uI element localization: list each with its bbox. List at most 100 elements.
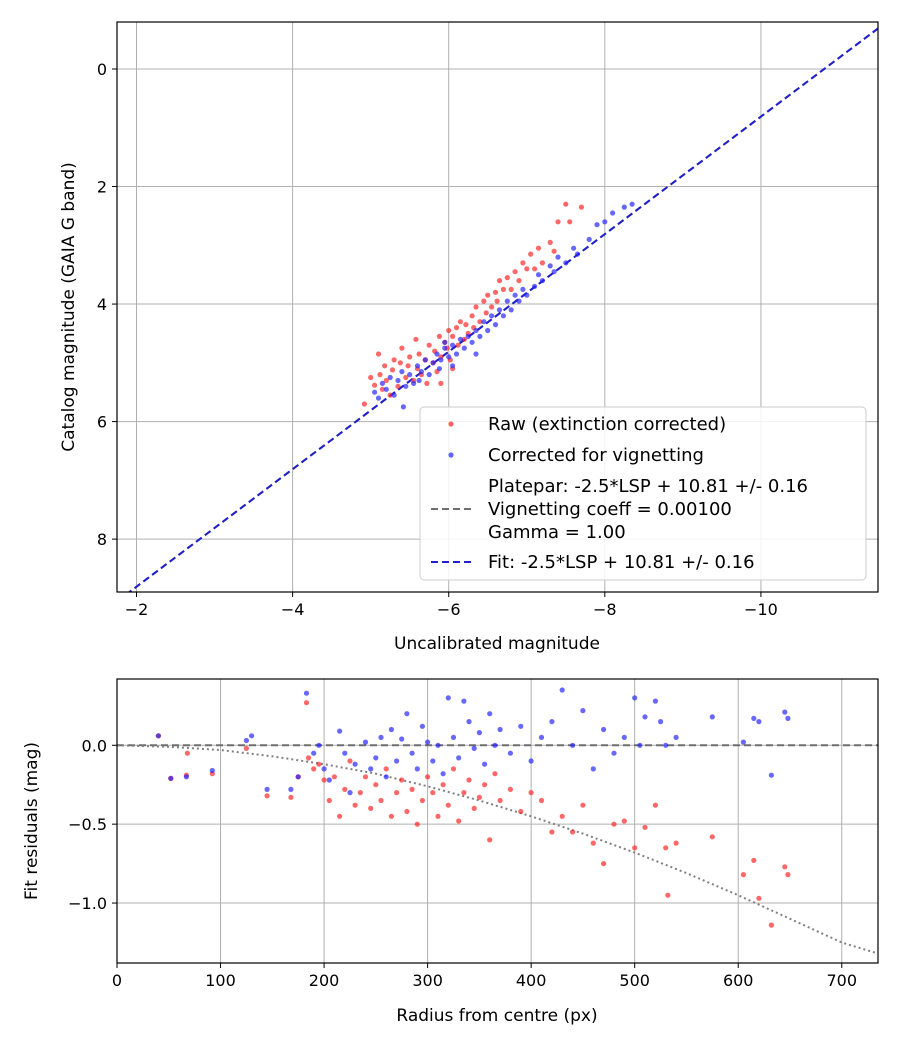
bottom-point-series-0 xyxy=(653,803,658,808)
bottom-point-series-0 xyxy=(378,798,383,803)
top-point-series-0 xyxy=(413,337,418,342)
top-point-series-0 xyxy=(552,249,557,254)
top-x-tick-label: −10 xyxy=(744,600,778,619)
top-point-series-0 xyxy=(368,375,373,380)
bottom-point-series-1 xyxy=(347,790,352,795)
bottom-point-series-0 xyxy=(472,806,477,811)
bottom-point-series-0 xyxy=(358,790,363,795)
bottom-point-series-0 xyxy=(394,790,399,795)
top-point-series-1 xyxy=(493,322,498,327)
top-point-series-0 xyxy=(377,372,382,377)
top-point-series-1 xyxy=(481,319,486,324)
top-point-series-0 xyxy=(516,278,521,283)
top-point-series-0 xyxy=(437,334,442,339)
top-point-series-1 xyxy=(513,293,518,298)
bottom-point-series-0 xyxy=(185,751,190,756)
bottom-point-series-0 xyxy=(622,818,627,823)
bottom-point-series-1 xyxy=(296,774,301,779)
top-point-series-1 xyxy=(594,222,599,227)
bottom-grid xyxy=(117,679,878,963)
top-point-series-1 xyxy=(524,293,529,298)
legend-label-platepar-line-2: Vignetting coeff = 0.00100 xyxy=(488,499,732,520)
bottom-point-series-1 xyxy=(210,768,215,773)
top-point-series-0 xyxy=(392,357,397,362)
top-x-tick-label: −2 xyxy=(125,600,149,619)
bottom-point-series-0 xyxy=(710,834,715,839)
bottom-point-series-1 xyxy=(342,751,347,756)
bottom-point-series-0 xyxy=(363,774,368,779)
bottom-point-series-0 xyxy=(373,782,378,787)
bottom-point-series-0 xyxy=(332,774,337,779)
top-point-series-0 xyxy=(495,299,500,304)
top-point-series-1 xyxy=(466,334,471,339)
top-point-series-0 xyxy=(395,384,400,389)
top-point-series-0 xyxy=(501,287,506,292)
bottom-point-series-0 xyxy=(456,818,461,823)
top-point-series-0 xyxy=(579,205,584,210)
top-point-series-1 xyxy=(485,328,490,333)
top-point-series-0 xyxy=(513,269,518,274)
bottom-reference-lines xyxy=(117,745,878,953)
top-point-series-0 xyxy=(362,401,367,406)
bottom-point-series-0 xyxy=(498,798,503,803)
bottom-point-series-0 xyxy=(337,814,342,819)
residuals-scatter-plot: 0 100 200 300 400 500 600 7000.0−0.5−1.0 Radius… xyxy=(22,679,878,1026)
top-point-series-1 xyxy=(520,287,525,292)
bottom-point-series-0 xyxy=(461,790,466,795)
bottom-x-tick-label: 600 xyxy=(723,971,754,990)
top-point-series-1 xyxy=(438,357,443,362)
bottom-point-series-1 xyxy=(785,716,790,721)
calibration-figure: −2 −4 −6 −8 −1002468 Uncalibrated magnitude … xyxy=(0,0,900,1050)
top-point-series-0 xyxy=(489,304,494,309)
bottom-point-series-1 xyxy=(529,758,534,763)
bottom-point-series-1 xyxy=(156,733,161,738)
bottom-point-series-0 xyxy=(508,787,513,792)
top-point-series-0 xyxy=(399,346,404,351)
bottom-point-series-0 xyxy=(663,845,668,850)
top-point-series-1 xyxy=(431,360,436,365)
bottom-point-series-1 xyxy=(327,777,332,782)
bottom-point-series-1 xyxy=(184,774,189,779)
bottom-point-series-1 xyxy=(472,746,477,751)
bottom-point-series-1 xyxy=(168,776,173,781)
top-point-series-1 xyxy=(575,252,580,257)
bottom-point-series-1 xyxy=(653,699,658,704)
bottom-point-series-0 xyxy=(477,795,482,800)
bottom-point-series-1 xyxy=(508,751,513,756)
top-point-series-1 xyxy=(462,346,467,351)
bottom-y-tick-label: −0.5 xyxy=(68,815,107,834)
top-point-series-0 xyxy=(536,246,541,251)
top-point-series-1 xyxy=(417,378,422,383)
bottom-point-series-1 xyxy=(446,695,451,700)
bottom-point-series-0 xyxy=(741,872,746,877)
bottom-data-points xyxy=(156,687,791,927)
top-point-series-0 xyxy=(458,319,463,324)
top-point-series-0 xyxy=(372,383,377,388)
bottom-point-series-0 xyxy=(632,845,637,850)
top-point-series-1 xyxy=(376,396,381,401)
bottom-point-series-0 xyxy=(549,829,554,834)
bottom-point-series-1 xyxy=(404,711,409,716)
top-point-series-0 xyxy=(520,260,525,265)
bottom-point-series-0 xyxy=(769,923,774,928)
top-point-series-0 xyxy=(532,266,537,271)
top-x-tick-label: −8 xyxy=(593,600,617,619)
bottom-x-tick-label: 200 xyxy=(309,971,340,990)
top-point-series-0 xyxy=(524,266,529,271)
bottom-point-series-0 xyxy=(601,861,606,866)
bottom-point-series-1 xyxy=(373,755,378,760)
top-point-series-1 xyxy=(384,387,389,392)
bottom-x-tick-label: 700 xyxy=(826,971,857,990)
bottom-point-series-1 xyxy=(430,758,435,763)
top-point-series-0 xyxy=(406,363,411,368)
bottom-point-series-1 xyxy=(611,751,616,756)
bottom-point-series-0 xyxy=(441,782,446,787)
bottom-point-series-1 xyxy=(549,719,554,724)
bottom-point-series-0 xyxy=(353,803,358,808)
top-point-series-0 xyxy=(485,293,490,298)
bottom-point-series-1 xyxy=(518,724,523,729)
top-point-series-0 xyxy=(470,313,475,318)
bottom-point-series-1 xyxy=(410,751,415,756)
bottom-point-series-1 xyxy=(461,699,466,704)
top-point-series-1 xyxy=(610,210,615,215)
